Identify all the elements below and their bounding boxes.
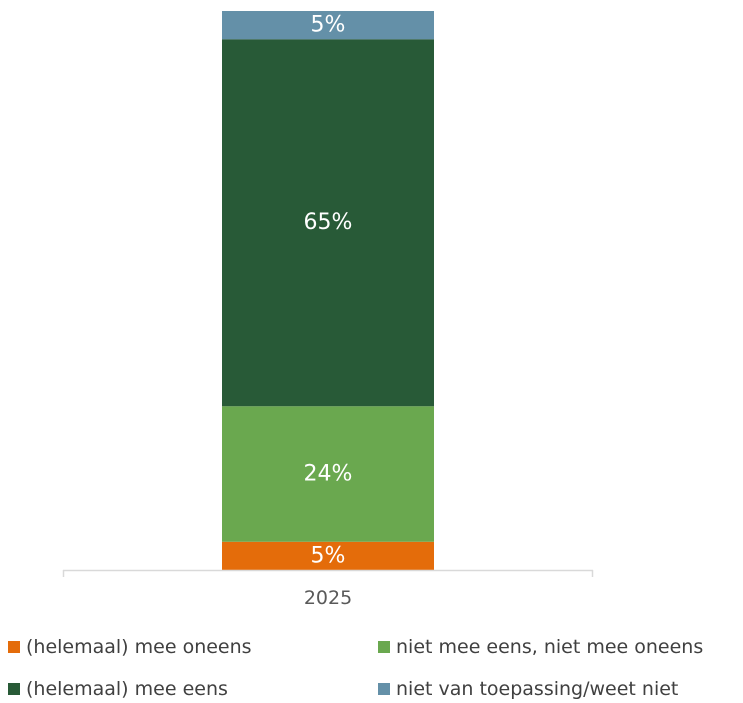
legend-item: niet mee eens, niet mee oneens bbox=[378, 636, 703, 658]
data-label: 65% bbox=[304, 210, 353, 235]
legend-label: (helemaal) mee oneens bbox=[26, 636, 252, 658]
legend-swatch bbox=[8, 641, 20, 653]
data-label: 5% bbox=[311, 13, 346, 38]
x-tick-label: 2025 bbox=[304, 587, 352, 609]
legend-label: niet van toepassing/weet niet bbox=[396, 678, 679, 700]
legend-swatch bbox=[8, 683, 20, 695]
legend-item: (helemaal) mee eens bbox=[8, 678, 228, 700]
bar-segment bbox=[222, 39, 434, 407]
legend-item: (helemaal) mee oneens bbox=[8, 636, 252, 658]
legend-item: niet van toepassing/weet niet bbox=[378, 678, 678, 700]
legend-swatch bbox=[378, 641, 390, 653]
legend-label: niet mee eens, niet mee oneens bbox=[396, 636, 704, 658]
bar-segment bbox=[222, 11, 434, 40]
stacked-bar-chart: 5% 24% 65% 5% 2025 bbox=[62, 11, 594, 609]
data-label: 24% bbox=[304, 462, 353, 487]
legend-swatch bbox=[378, 683, 390, 695]
bar-segment bbox=[222, 406, 434, 542]
bar-segment bbox=[222, 541, 434, 570]
data-label: 5% bbox=[311, 543, 346, 568]
legend-label: (helemaal) mee eens bbox=[26, 678, 228, 700]
legend: (helemaal) mee oneens niet mee eens, nie… bbox=[8, 636, 743, 700]
